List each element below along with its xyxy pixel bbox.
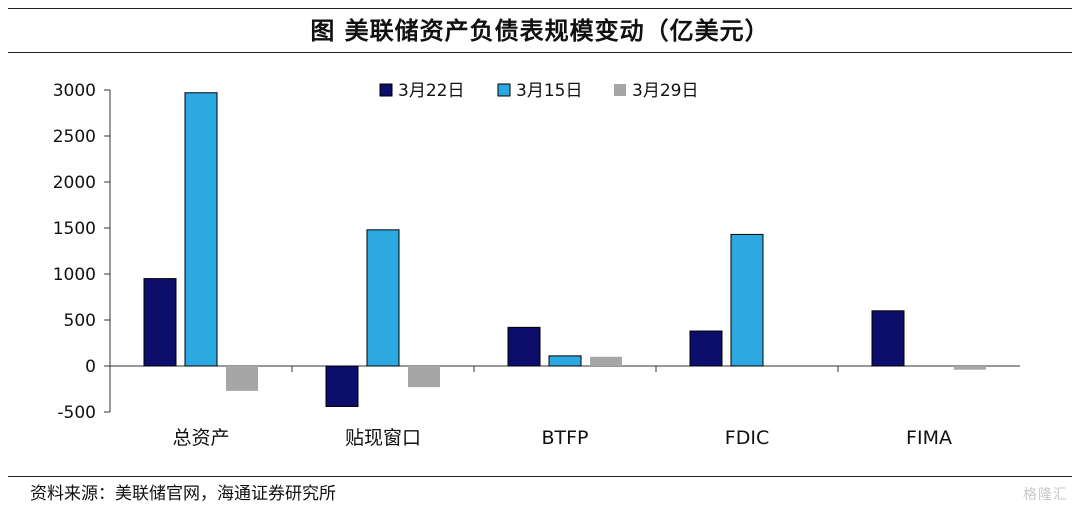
legend-swatch bbox=[497, 83, 511, 97]
x-category-label: 贴现窗口 bbox=[345, 427, 421, 449]
y-tick-label: 2500 bbox=[53, 127, 96, 147]
bar bbox=[871, 310, 905, 367]
bar bbox=[507, 326, 541, 367]
x-category-label: FDIC bbox=[725, 427, 769, 449]
source-note: 资料来源：美联储官网，海通证券研究所 bbox=[30, 484, 336, 504]
watermark-logo: 格隆汇 bbox=[1023, 487, 1068, 503]
y-tick-label: 2000 bbox=[53, 173, 96, 193]
x-category-label: FIMA bbox=[906, 427, 952, 449]
bar bbox=[408, 366, 440, 388]
y-tick-label: 0 bbox=[85, 357, 96, 377]
legend-label: 3月22日 bbox=[398, 81, 464, 101]
x-category-label: BTFP bbox=[541, 427, 588, 449]
bar bbox=[730, 233, 764, 367]
y-tick-label: -500 bbox=[57, 403, 96, 423]
chart-title: 图 美联储资产负债表规模变动（亿美元） bbox=[310, 16, 770, 45]
title-rule bbox=[8, 52, 1072, 53]
legend-swatch bbox=[379, 83, 393, 97]
bar bbox=[954, 366, 986, 370]
bar-chart: 3000 2500 2000 1500 1000 500 0 -500 总资产 贴现窗口 BTFP F… bbox=[53, 81, 1020, 449]
bar bbox=[689, 330, 723, 367]
bar bbox=[590, 356, 622, 366]
bar bbox=[143, 278, 177, 367]
top-rule bbox=[8, 8, 1072, 9]
legend-label: 3月15日 bbox=[516, 81, 582, 101]
bar bbox=[548, 355, 582, 367]
bottom-rule bbox=[8, 476, 1072, 477]
chart-area: 3000 2500 2000 1500 1000 500 0 -500 总资产 贴现窗口 BTFP F… bbox=[0, 60, 1080, 472]
bar bbox=[366, 229, 400, 367]
legend-swatch bbox=[614, 84, 626, 96]
y-tick-label: 500 bbox=[64, 311, 96, 331]
y-tick-label: 1000 bbox=[53, 265, 96, 285]
y-tick-label: 1500 bbox=[53, 219, 96, 239]
bar bbox=[325, 365, 359, 407]
legend-label: 3月29日 bbox=[632, 81, 698, 101]
bar bbox=[184, 92, 218, 367]
x-category-label: 总资产 bbox=[172, 427, 229, 449]
y-tick-label: 3000 bbox=[53, 81, 96, 101]
bar bbox=[226, 366, 258, 391]
